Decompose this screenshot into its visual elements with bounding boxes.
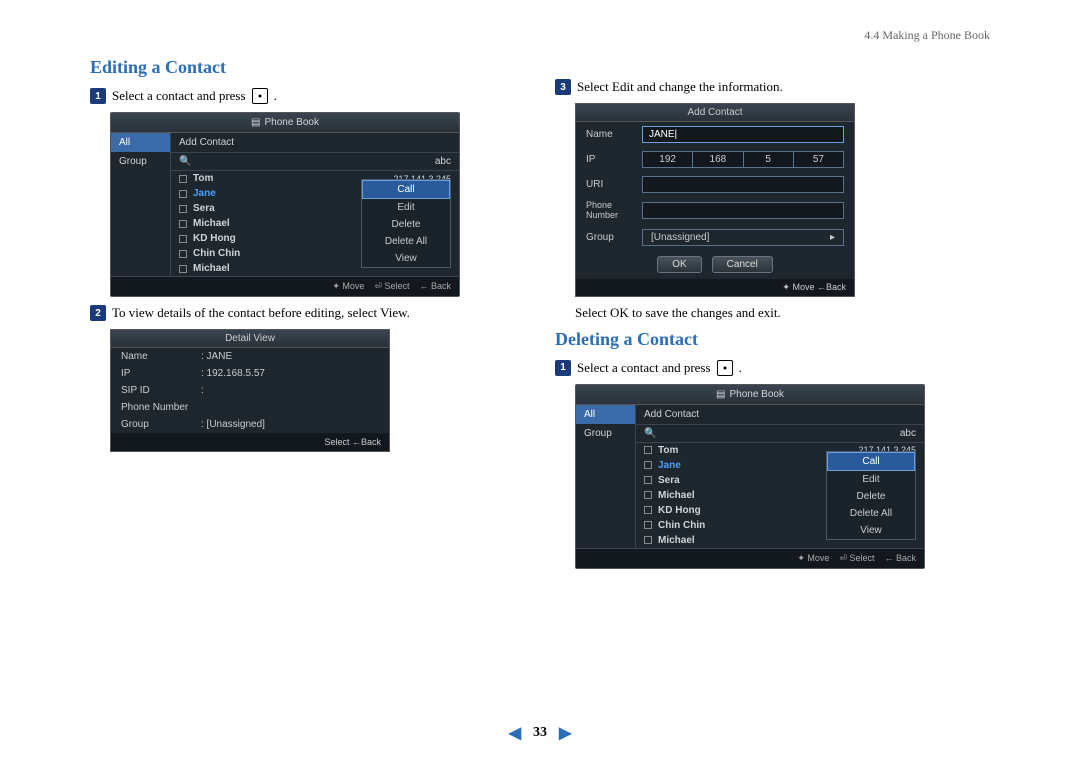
- page-navigation: ◀ 33 ▶: [509, 723, 572, 743]
- side-all: All: [111, 133, 170, 152]
- doc-icon: ▤: [251, 117, 260, 128]
- step-3-text: Select Edit and change the information.: [577, 79, 783, 95]
- press-button-icon-2: [717, 360, 733, 376]
- context-menu: Call Edit Delete Delete All View: [361, 179, 451, 268]
- phonebook-screenshot-1: ▤Phone Book All Group Add Contact 🔍abc T…: [110, 112, 460, 297]
- next-arrow-icon[interactable]: ▶: [559, 723, 571, 743]
- add-contact-screenshot: Add Contact NameJANE| IP 192 168 5 57 UR…: [575, 103, 855, 297]
- doc-icon: ▤: [716, 389, 725, 400]
- ok-button: OK: [657, 256, 701, 273]
- d-step-1-badge: 1: [555, 360, 571, 376]
- context-menu-2: Call Edit Delete Delete All View: [826, 451, 916, 540]
- heading-deleting: Deleting a Contact: [555, 329, 990, 350]
- step-3-badge: 3: [555, 79, 571, 95]
- d-step-1-text: Select a contact and press: [577, 360, 711, 376]
- side-group: Group: [111, 152, 170, 171]
- note-ok: Select OK to save the changes and exit.: [575, 305, 990, 321]
- step-1-text: Select a contact and press: [112, 88, 246, 104]
- page-number: 33: [533, 725, 547, 741]
- search-icon: 🔍: [644, 428, 656, 439]
- cancel-button: Cancel: [712, 256, 773, 273]
- breadcrumb: 4.4 Making a Phone Book: [90, 28, 990, 43]
- step-1-badge: 1: [90, 88, 106, 104]
- press-button-icon: [252, 88, 268, 104]
- heading-editing: Editing a Contact: [90, 57, 525, 78]
- step-2-badge: 2: [90, 305, 106, 321]
- detail-view-screenshot: Detail View Name: JANE IP: 192.168.5.57 …: [110, 329, 390, 452]
- step-2-text: To view details of the contact before ed…: [112, 305, 410, 321]
- prev-arrow-icon[interactable]: ◀: [509, 723, 521, 743]
- phonebook-screenshot-2: ▤Phone Book All Group Add Contact 🔍abc T…: [575, 384, 925, 569]
- search-icon: 🔍: [179, 156, 191, 167]
- add-contact-row: Add Contact: [171, 133, 459, 153]
